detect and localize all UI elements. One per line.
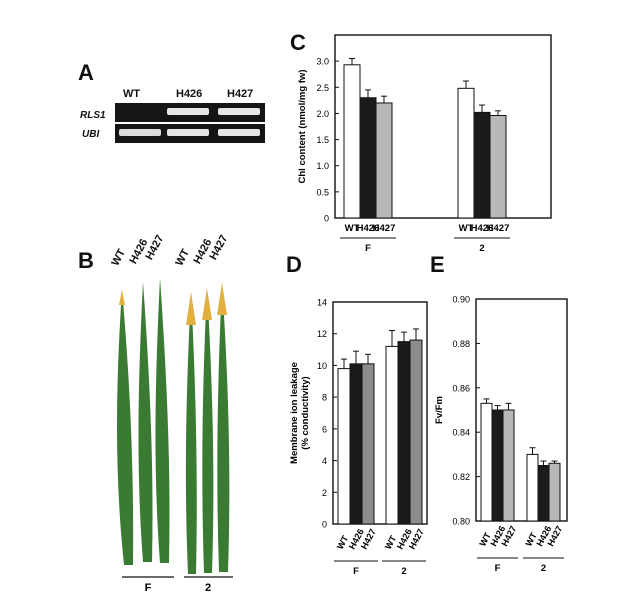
chart-d: 0 2 4 6 8 10 12 14 Membrane ion leakage (% conduc… <box>289 298 428 577</box>
band-rls1-h426 <box>167 108 209 115</box>
group-label: F <box>495 563 501 574</box>
category-label: WT <box>459 223 474 234</box>
y-tick-label: 0.86 <box>452 383 470 393</box>
category-label: WT <box>345 223 360 234</box>
y-tick-label: 4 <box>322 456 327 466</box>
y-axis-label: Fv/Fm <box>434 396 445 424</box>
leaf-wt-f <box>117 290 134 565</box>
group-label: F <box>365 243 371 254</box>
bar-F-WT <box>337 368 351 525</box>
bar-F-H427 <box>361 363 375 525</box>
leaf-group-label-f: F <box>145 582 152 594</box>
y-tick-label: 1.5 <box>316 135 329 145</box>
gel-image <box>115 103 265 143</box>
gel-lane-h426: H426 <box>176 88 203 100</box>
gel-row-ubi: UBI <box>82 129 100 140</box>
category-label: H427 <box>487 223 510 234</box>
y-tick-label: 0.80 <box>452 517 470 527</box>
y-tick-label: 10 <box>317 361 327 371</box>
panel-a-letter: A <box>78 60 94 85</box>
leaf-group-label-2: 2 <box>205 582 211 594</box>
bar-F-WT <box>480 402 493 522</box>
chart-frame <box>334 34 552 219</box>
y-tick-label: 12 <box>317 329 327 339</box>
bar-F-H426 <box>359 97 377 219</box>
bar-2-H427 <box>548 462 561 522</box>
band-ubi-h427 <box>218 129 260 136</box>
chart-frame <box>332 301 428 525</box>
group-label: 2 <box>401 566 406 577</box>
category-label: H427 <box>373 223 396 234</box>
gel-lane-h427: H427 <box>227 88 254 100</box>
chart-frame <box>475 298 568 522</box>
category-label: H426 <box>471 223 494 234</box>
leaf-h427-f <box>155 278 170 563</box>
y-tick-label: 0 <box>322 520 327 530</box>
bar-2-H426 <box>397 341 411 525</box>
leaf-h426-f <box>138 282 153 562</box>
y-tick-label: 0.88 <box>452 339 470 349</box>
bar-F-WT <box>343 64 361 219</box>
y-axis-label: Membrane ion leakage <box>289 362 300 464</box>
y-tick-label: 8 <box>322 393 327 403</box>
leaf-h426-2 <box>202 288 214 573</box>
band-rls1-h427 <box>218 108 260 115</box>
bar-2-H427 <box>409 339 423 525</box>
y-tick-label: 2.5 <box>316 83 329 93</box>
y-tick-label: 0.82 <box>452 472 470 482</box>
panel-e-letter: E <box>430 252 445 277</box>
y-tick-label: 14 <box>317 298 327 308</box>
bar-2-WT <box>457 87 475 219</box>
bar-2-H426 <box>537 465 550 522</box>
bar-F-H427 <box>502 409 515 522</box>
leaf-tip-wt-2 <box>186 292 196 325</box>
y-tick-label: 3.0 <box>316 57 329 67</box>
band-ubi-h426 <box>167 129 209 136</box>
y-tick-label: 2 <box>322 488 327 498</box>
leaf-wt-2 <box>185 292 197 574</box>
y-axis-label-2: (% conductivity) <box>300 376 311 449</box>
leaf-tip-h427-2 <box>217 283 227 315</box>
panel-d-letter: D <box>286 252 302 277</box>
bar-2-H426 <box>473 111 491 219</box>
y-tick-label: 0.84 <box>452 428 470 438</box>
leaf-tip-h426-2 <box>202 288 212 320</box>
y-tick-label: 0.5 <box>316 187 329 197</box>
y-axis-label: Chl content (nmol/mg fw) <box>297 70 308 184</box>
group-label: 2 <box>541 563 546 574</box>
chart-e: 0.800.820.840.860.880.90Fv/FmWTH426H427F… <box>434 295 568 574</box>
y-tick-label: 2.0 <box>316 109 329 119</box>
bar-F-H426 <box>349 363 363 525</box>
group-label: 2 <box>479 243 484 254</box>
panel-b-letter: B <box>78 248 94 273</box>
leaf-h427-2 <box>217 283 230 572</box>
panel-c-letter: C <box>290 30 306 55</box>
leaf-tip-wt-f <box>119 290 125 305</box>
y-tick-label: 0.90 <box>452 295 470 305</box>
bar-2-H427 <box>489 115 507 219</box>
gel-lane-wt: WT <box>123 88 141 100</box>
y-tick-label: 6 <box>322 424 327 434</box>
category-label: H426 <box>357 223 380 234</box>
bar-F-H427 <box>375 102 393 219</box>
chart-c: 0 0.5 1.0 1.5 2.0 2.5 3.0 Chl content (nmol/mg … <box>297 34 552 254</box>
bar-2-WT <box>385 345 399 525</box>
bar-F-H426 <box>491 409 504 522</box>
leaf-photo: F 2 <box>117 278 233 594</box>
y-tick-label: 0 <box>324 214 329 224</box>
y-tick-label: 1.0 <box>316 161 329 171</box>
gel-row-rls1: RLS1 <box>80 110 106 121</box>
band-ubi-wt <box>119 129 161 136</box>
group-label: F <box>353 566 359 577</box>
bar-2-WT <box>526 453 539 522</box>
